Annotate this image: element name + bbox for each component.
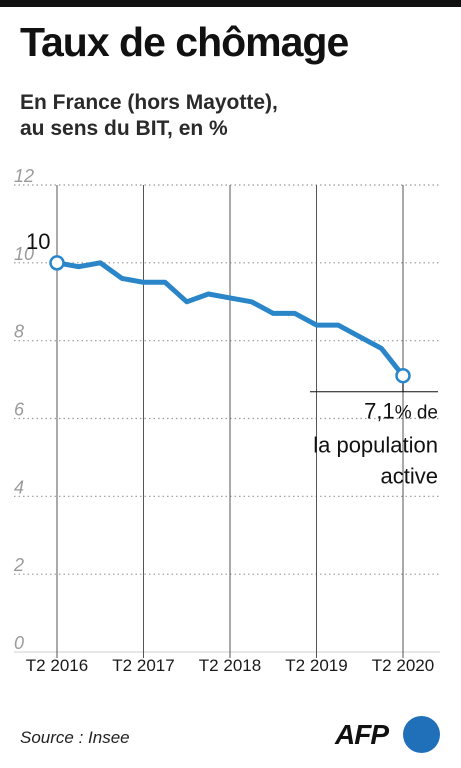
end-annotation-line-2: la population	[313, 433, 438, 458]
y-tick-label-0: 0	[14, 633, 24, 653]
end-annotation-line-3: active	[381, 464, 438, 489]
y-tick-label-10: 10	[14, 244, 34, 264]
data-labels: 10 7,1% de la population active	[26, 229, 438, 489]
y-tick-label-6: 6	[14, 400, 25, 420]
end-value-text: 7,1	[364, 399, 395, 424]
end-annotation-line-1: 7,1% de	[364, 399, 438, 424]
afp-logo-text: AFP	[335, 719, 389, 750]
x-tick-label-4: T2 2020	[372, 656, 434, 675]
y-tick-label-4: 4	[14, 477, 24, 497]
x-tick-label-0: T2 2016	[26, 656, 88, 675]
top-bar	[0, 0, 461, 7]
y-tick-label-12: 12	[14, 166, 34, 186]
annotation-lines	[310, 382, 438, 393]
y-axis-ticks: 0 2 4 6 8 10 12	[13, 166, 34, 653]
end-unit-text: % de	[395, 403, 438, 424]
chart-title: Taux de chômage	[20, 19, 349, 65]
start-point-marker	[49, 255, 65, 271]
x-axis-ticks: T2 2016 T2 2017 T2 2018 T2 2019 T2 2020	[26, 656, 434, 675]
start-value-label: 10	[26, 229, 50, 254]
end-point-marker	[395, 367, 411, 384]
horizontal-gridlines	[14, 184, 440, 653]
chart-subtitle: En France (hors Mayotte), au sens du BIT…	[20, 90, 440, 142]
afp-logo-dot	[403, 716, 440, 753]
source-note: Source : Insee	[20, 728, 130, 747]
subtitle-line-1: En France (hors Mayotte),	[20, 91, 278, 114]
series-unemployment	[49, 255, 411, 384]
subtitle-line-2: au sens du BIT, en %	[20, 117, 228, 140]
x-tick-label-2: T2 2018	[199, 656, 261, 675]
x-tick-label-1: T2 2017	[112, 656, 174, 675]
series-line	[54, 260, 406, 379]
vertical-gridlines	[56, 185, 404, 658]
afp-logo: AFP	[335, 716, 445, 754]
y-tick-label-8: 8	[14, 322, 24, 342]
y-tick-label-2: 2	[13, 555, 24, 575]
x-tick-label-3: T2 2019	[285, 656, 347, 675]
